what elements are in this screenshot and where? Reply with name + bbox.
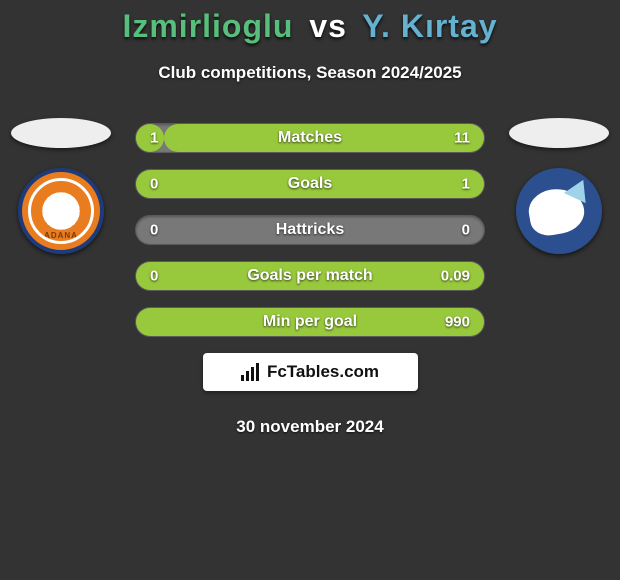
player2-club-badge xyxy=(516,168,602,254)
player1-block: ADANA xyxy=(6,118,116,254)
subtitle: Club competitions, Season 2024/2025 xyxy=(0,63,620,83)
stat-value-right: 990 xyxy=(445,314,470,331)
stat-row: 0 Hattricks 0 xyxy=(135,215,485,245)
stat-value-left: 1 xyxy=(150,130,158,147)
stat-label: Min per goal xyxy=(263,313,357,331)
player2-block xyxy=(504,118,614,254)
stat-label: Hattricks xyxy=(276,221,344,239)
comparison-card: Izmirlioglu vs Y. Kırtay Club competitio… xyxy=(0,0,620,437)
player1-club-badge: ADANA xyxy=(18,168,104,254)
stat-label: Goals per match xyxy=(247,267,372,285)
stat-value-left: 0 xyxy=(150,268,158,285)
chart-icon xyxy=(241,363,261,381)
player1-club-label: ADANA xyxy=(22,231,100,240)
stat-label: Matches xyxy=(278,129,342,147)
page-title: Izmirlioglu vs Y. Kırtay xyxy=(0,8,620,45)
brand-box[interactable]: FcTables.com xyxy=(203,353,418,391)
vs-label: vs xyxy=(309,8,347,44)
date-line: 30 november 2024 xyxy=(0,417,620,437)
player1-name: Izmirlioglu xyxy=(122,8,293,44)
stat-row: 1 Matches 11 xyxy=(135,123,485,153)
stat-value-right: 0 xyxy=(462,222,470,239)
brand-text: FcTables.com xyxy=(267,362,379,382)
stat-row: Min per goal 990 xyxy=(135,307,485,337)
stat-value-right: 1 xyxy=(462,176,470,193)
stat-value-right: 0.09 xyxy=(441,268,470,285)
player2-name: Y. Kırtay xyxy=(362,8,497,44)
player2-avatar xyxy=(509,118,609,148)
stat-row: 0 Goals per match 0.09 xyxy=(135,261,485,291)
stat-value-left: 0 xyxy=(150,176,158,193)
stat-value-left: 0 xyxy=(150,222,158,239)
stats-list: 1 Matches 11 0 Goals 1 0 Hattricks 0 0 Goals per m… xyxy=(135,123,485,337)
stat-label: Goals xyxy=(288,175,332,193)
player1-avatar xyxy=(11,118,111,148)
stat-row: 0 Goals 1 xyxy=(135,169,485,199)
stat-value-right: 11 xyxy=(454,130,470,147)
